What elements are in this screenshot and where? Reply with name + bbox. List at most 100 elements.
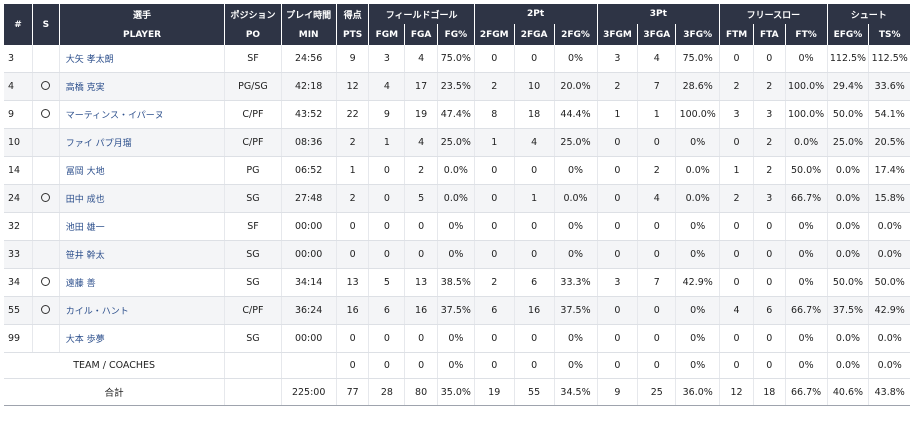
stat-cell: 4	[404, 128, 438, 157]
stat-cell: 13	[404, 268, 438, 297]
team-stat-cell: 0	[637, 352, 676, 379]
stat-cell: 1	[368, 128, 405, 157]
jersey-number: 24	[4, 184, 33, 213]
stat-cell: 50.0%	[784, 156, 828, 185]
stat-cell: 28.6%	[675, 72, 720, 101]
column-header[interactable]: MIN	[280, 24, 337, 45]
stat-cell: 0	[473, 184, 515, 213]
stat-cell: 8	[473, 100, 515, 129]
stat-cell: 0%	[553, 45, 597, 73]
stat-cell: 37.5%	[826, 296, 869, 325]
player-name-link[interactable]: 笹井 幹太	[65, 251, 105, 261]
total-stat-cell: 25	[637, 378, 676, 406]
stat-cell: 6	[513, 268, 555, 297]
column-header[interactable]: 2FGA	[513, 24, 555, 45]
stat-cell: 66.7%	[784, 296, 828, 325]
column-header[interactable]: EFG%	[826, 24, 869, 45]
jersey-number: 33	[4, 240, 33, 269]
column-header[interactable]: FG%	[436, 24, 475, 45]
starter-cell	[32, 45, 60, 73]
stat-cell: 29.4%	[826, 72, 869, 101]
stat-cell: 0%	[675, 128, 720, 157]
table-header: # S 選手 ポジション プレイ時間 得点 フィールドゴール 2Pt 3Pt フ…	[4, 4, 910, 45]
stat-cell: 0	[404, 240, 438, 269]
position-cell: PG	[224, 156, 282, 185]
minutes-cell: 00:00	[280, 212, 337, 241]
team-coaches-row: TEAM / COACHES 0 0 0 0% 0 0 0% 0 0 0% 0 …	[4, 352, 910, 379]
table-row: 99 大本 歩夢 SG 00:00 0 0 0 0% 0 0 0% 0 0 0% 0 0 0% 0.0% 0.0%	[4, 324, 910, 353]
stat-cell: 2	[404, 156, 438, 185]
stat-cell: 0	[752, 212, 786, 241]
player-name-link[interactable]: 遠藤 善	[65, 279, 96, 289]
team-stat-cell: 0%	[675, 352, 720, 379]
header-group-free-throw: フリースロー	[719, 4, 828, 24]
player-name-link[interactable]: ファイ パプ月瑠	[65, 139, 132, 149]
minutes-cell: 00:00	[280, 324, 337, 353]
column-header[interactable]: FTM	[719, 24, 754, 45]
column-header[interactable]: PO	[224, 24, 282, 45]
stat-cell: 100.0%	[784, 72, 828, 101]
player-name-link[interactable]: 高橋 克実	[65, 83, 105, 93]
stat-cell: 1	[596, 100, 638, 129]
player-name-link[interactable]: 冨岡 大地	[65, 167, 105, 177]
column-header[interactable]: PLAYER	[58, 24, 225, 45]
column-header[interactable]: 3FG%	[675, 24, 720, 45]
column-header[interactable]: FT%	[784, 24, 828, 45]
column-header[interactable]: TS%	[868, 24, 910, 45]
stat-cell: 0%	[784, 268, 828, 297]
player-name-link[interactable]: 大本 歩夢	[65, 335, 105, 345]
stat-cell: 38.5%	[436, 268, 475, 297]
stat-cell: 0%	[784, 212, 828, 241]
stat-cell: 0%	[436, 240, 475, 269]
position-cell: SF	[224, 45, 282, 73]
column-header[interactable]: FGM	[368, 24, 405, 45]
box-score-table: # S 選手 ポジション プレイ時間 得点 フィールドゴール 2Pt 3Pt フ…	[4, 4, 910, 406]
stat-cell: 0	[368, 240, 405, 269]
stat-cell: 19	[404, 100, 438, 129]
column-header[interactable]: PTS	[335, 24, 369, 45]
position-cell: SG	[224, 240, 282, 269]
jersey-number: 10	[4, 128, 33, 157]
minutes-cell: 34:14	[280, 268, 337, 297]
starter-cell	[32, 324, 60, 353]
stat-cell: 1	[473, 128, 515, 157]
header-row-columns: PLAYER PO MIN PTS FGM FGA FG% 2FGM 2FGA …	[4, 24, 910, 45]
total-stat-cell: 40.6%	[826, 378, 869, 406]
position-cell: SG	[224, 184, 282, 213]
starter-cell	[32, 240, 60, 269]
stat-cell: 0	[752, 268, 786, 297]
player-name-link[interactable]: 田中 成也	[65, 195, 105, 205]
team-stat-cell: 0.0%	[826, 352, 869, 379]
stat-cell: 0%	[553, 240, 597, 269]
stat-cell: 4	[637, 184, 676, 213]
stat-cell: 0	[752, 45, 786, 73]
stat-cell: 37.5%	[436, 296, 475, 325]
column-header[interactable]: FGA	[404, 24, 438, 45]
minutes-cell: 24:56	[280, 45, 337, 73]
header-starter[interactable]: S	[32, 4, 60, 45]
column-header[interactable]: 2FGM	[473, 24, 515, 45]
stat-cell: 0.0%	[826, 240, 869, 269]
table-row: 55 カイル・ハント C/PF 36:24 16 6 16 37.5% 6 16 37.5% 0 0 0%…	[4, 296, 910, 325]
stat-cell: 0	[719, 240, 754, 269]
player-name-link[interactable]: 池田 雄一	[65, 223, 105, 233]
column-header[interactable]: 2FG%	[553, 24, 597, 45]
player-name-link[interactable]: カイル・ハント	[65, 307, 129, 317]
stat-cell: 0	[637, 240, 676, 269]
stat-cell: 100.0%	[784, 100, 828, 129]
column-header[interactable]: 3FGM	[596, 24, 638, 45]
header-number[interactable]: #	[4, 4, 33, 45]
minutes-cell: 06:52	[280, 156, 337, 185]
stat-cell: 0	[513, 324, 555, 353]
player-name-link[interactable]: マーティンス・イパーヌ	[65, 111, 164, 121]
stat-cell: 4	[719, 296, 754, 325]
stat-cell: 2	[752, 72, 786, 101]
team-stat-cell: 0	[335, 352, 369, 379]
stat-cell: 2	[752, 156, 786, 185]
stat-cell: 0	[596, 240, 638, 269]
column-header[interactable]: FTA	[752, 24, 786, 45]
player-name-link[interactable]: 大矢 孝太朗	[65, 55, 114, 65]
column-header[interactable]: 3FGA	[637, 24, 676, 45]
stat-cell: 23.5%	[436, 72, 475, 101]
stat-cell: 0%	[553, 324, 597, 353]
